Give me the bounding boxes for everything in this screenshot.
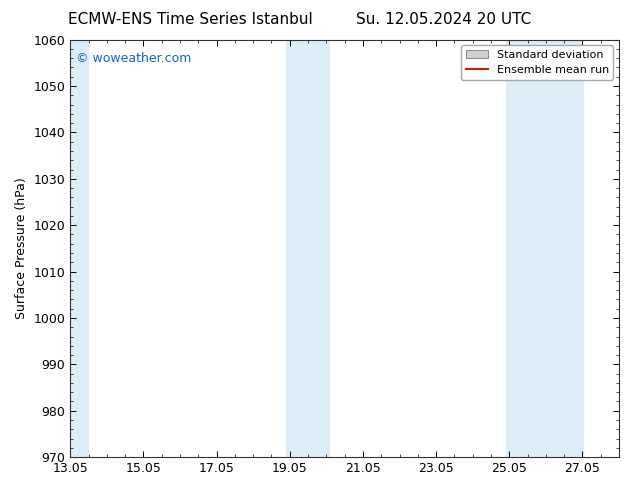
Text: © woweather.com: © woweather.com xyxy=(76,52,191,65)
Text: Su. 12.05.2024 20 UTC: Su. 12.05.2024 20 UTC xyxy=(356,12,531,27)
Bar xyxy=(286,40,330,457)
Legend: Standard deviation, Ensemble mean run: Standard deviation, Ensemble mean run xyxy=(461,45,614,79)
Y-axis label: Surface Pressure (hPa): Surface Pressure (hPa) xyxy=(15,177,28,319)
Text: ECMW-ENS Time Series Istanbul: ECMW-ENS Time Series Istanbul xyxy=(68,12,313,27)
Bar xyxy=(505,40,585,457)
Bar xyxy=(68,40,89,457)
